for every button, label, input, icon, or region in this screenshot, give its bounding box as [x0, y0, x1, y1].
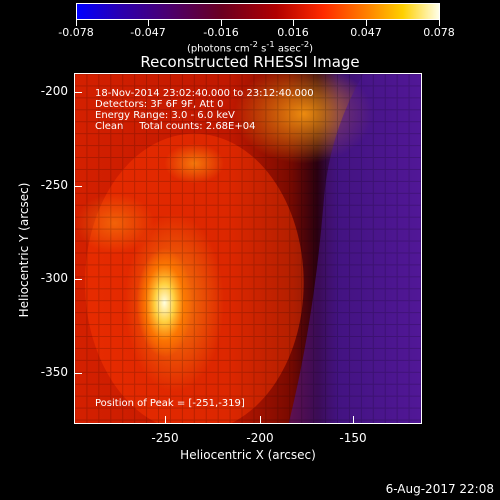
colorbar-tick-label: -0.047 — [130, 26, 166, 39]
y-tick-label: -350 — [40, 365, 68, 379]
annotation-detectors: Detectors: 3F 6F 9F, Att 0 — [95, 99, 224, 110]
annotation-clean: Clean Total counts: 2.68E+04 — [95, 121, 256, 132]
y-tick-label: -200 — [40, 84, 68, 98]
colorbar — [76, 3, 440, 20]
footer-date: 6-Aug-2017 22:08 — [385, 482, 494, 496]
rhessi-image: 18-Nov-2014 23:02:40.000 to 23:12:40.000… — [74, 73, 422, 424]
colorbar-tick-label: 0.047 — [350, 26, 382, 39]
colorbar-tick-label: 0.078 — [423, 26, 455, 39]
colorbar-tick-label: -0.078 — [58, 26, 94, 39]
colorbar-tick-label: -0.016 — [203, 26, 239, 39]
x-tick-label: -150 — [339, 431, 367, 445]
y-tick-label: -300 — [40, 271, 68, 285]
x-tick-label: -200 — [246, 431, 274, 445]
y-axis-label: Heliocentric Y (arcsec) — [17, 182, 31, 318]
heatmap — [75, 74, 421, 423]
annotation-peak: Position of Peak = [-251,-319] — [95, 398, 245, 409]
colorbar-units: (photons cm-2 s-1 asec-2) — [186, 39, 314, 55]
colorbar-tick-label: 0.016 — [277, 26, 309, 39]
image-title: Reconstructed RHESSI Image — [140, 53, 360, 71]
y-tick-label: -250 — [40, 178, 68, 192]
annotation-time: 18-Nov-2014 23:02:40.000 to 23:12:40.000 — [95, 88, 314, 99]
x-axis-label: Heliocentric X (arcsec) — [180, 448, 316, 462]
x-tick-label: -250 — [151, 431, 179, 445]
annotation-energy: Energy Range: 3.0 - 6.0 keV — [95, 110, 235, 121]
